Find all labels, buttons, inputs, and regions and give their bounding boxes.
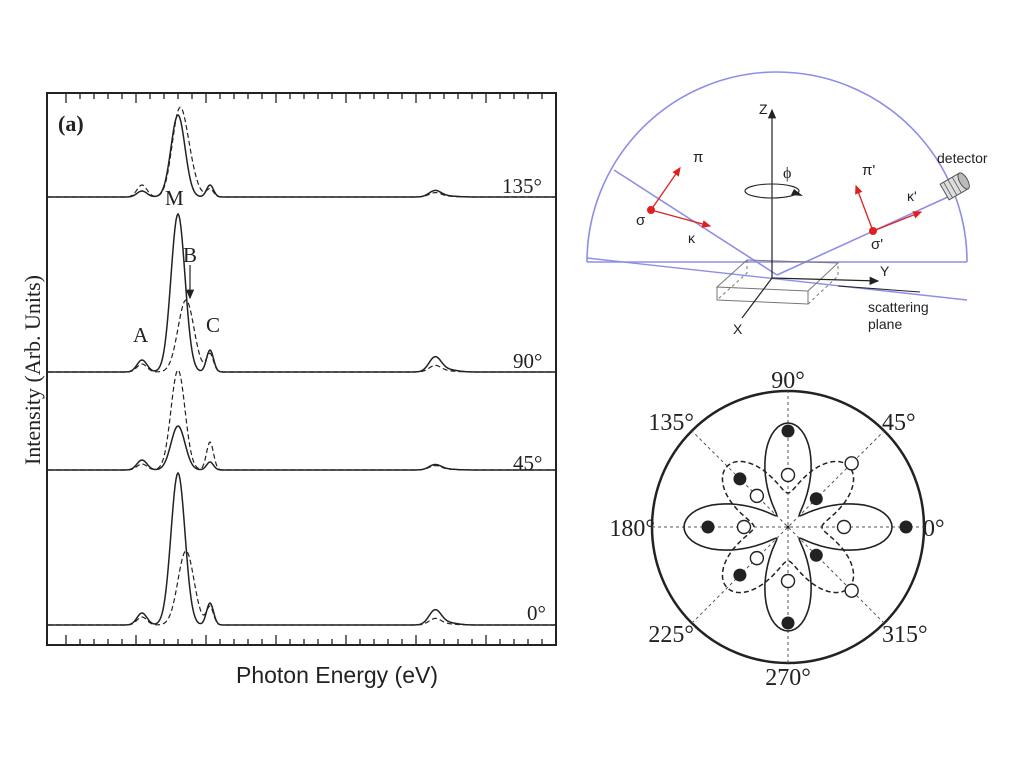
- pi-prime-label: π': [862, 162, 875, 179]
- polar-filled-dot: [809, 492, 823, 506]
- y-label: Y: [880, 263, 890, 279]
- kappa-prime-label: κ': [907, 188, 917, 204]
- polar-filled-dot: [899, 520, 913, 534]
- polar-angle-270: 270°: [765, 665, 811, 691]
- polar-open-dot: [736, 519, 752, 535]
- y-axis-label: Intensity (Arb. Units): [20, 275, 45, 465]
- polar-filled-dot: [781, 616, 795, 630]
- spectrum-1-dashed: [48, 299, 555, 373]
- peak-label-c: C: [206, 313, 220, 337]
- phi-label: ϕ: [783, 165, 791, 182]
- x-ticks: [65, 93, 543, 645]
- polar-open-dot: [844, 583, 859, 598]
- polar-center: [786, 525, 790, 529]
- polar-open-dot: [749, 550, 765, 566]
- kappa-prime-arrow: [872, 211, 923, 232]
- angle-label-0: 0°: [527, 601, 546, 625]
- x-axis-label: Photon Energy (eV): [236, 662, 438, 688]
- spectrum-0-dashed: [48, 106, 555, 198]
- spectrum-0-solid: [48, 114, 555, 198]
- scattering-plane-label-1: scattering: [868, 299, 929, 315]
- rotation-arrowhead: [791, 189, 803, 196]
- polar-filled-dot: [781, 424, 795, 438]
- peak-label-m: M: [165, 186, 184, 210]
- pi-arrow: [650, 166, 681, 211]
- polar-filled-dot: [809, 548, 823, 562]
- spectrum-3-dashed: [48, 550, 555, 626]
- polar-angle-90: 90°: [771, 368, 805, 394]
- polar-dashed-curve: [721, 460, 855, 594]
- polar-angle-45: 45°: [882, 410, 916, 436]
- peak-label-a: A: [133, 323, 149, 347]
- polar-angle-135: 135°: [648, 410, 694, 436]
- scattering-diagram: Z Y X scattering plane ϕ π σ κ π' σ' κ': [586, 71, 988, 337]
- pi-prime-arrow: [855, 184, 874, 232]
- y-axis-3d: [771, 276, 880, 285]
- polar-filled-dot: [733, 472, 747, 486]
- polar-angle-315: 315°: [882, 622, 928, 648]
- polar-curves: [683, 422, 893, 632]
- polar-dots: [701, 424, 913, 630]
- plot-frame: [46, 92, 557, 646]
- rotation-ellipse: [744, 183, 800, 199]
- angle-label-45: 45°: [513, 451, 542, 475]
- spectrum-2-solid: [48, 425, 555, 471]
- kappa-arrow: [650, 209, 712, 228]
- spectrum-1-solid: [48, 212, 555, 373]
- kappa-label: κ: [688, 230, 696, 246]
- polar-open-dot: [780, 573, 796, 589]
- panel-label: (a): [58, 111, 84, 136]
- baseline-to-plane: [586, 257, 968, 301]
- polar-angle-0: 0°: [923, 516, 945, 542]
- spectra-curves: [48, 106, 555, 626]
- spectrum-2-dashed: [48, 369, 555, 471]
- detector-label: detector: [937, 150, 988, 166]
- semicircle-arc: [586, 71, 968, 263]
- sigma-prime-label: σ': [871, 236, 883, 253]
- scattered-beam: [776, 195, 951, 276]
- z-label: Z: [759, 101, 768, 117]
- spectra-panel: (a) 135° 90° 45° 0° M B A C Photon Energ…: [20, 92, 557, 688]
- scattering-plane-label-2: plane: [868, 316, 902, 332]
- x-label: X: [733, 321, 743, 337]
- peak-label-b: B: [183, 243, 197, 267]
- polar-filled-dot: [733, 568, 747, 582]
- detector-icon: [939, 172, 970, 201]
- pi-label: π: [693, 149, 703, 166]
- x-axis-3d: [741, 277, 773, 319]
- angle-label-90: 90°: [513, 349, 542, 373]
- polar-plot: 90° 45° 135° 180° 0° 225° 315° 270°: [609, 368, 944, 691]
- sample: [715, 259, 840, 305]
- spectrum-3-solid: [48, 471, 555, 626]
- polar-angle-225: 225°: [648, 622, 694, 648]
- angle-label-135: 135°: [502, 174, 542, 198]
- sigma-label: σ: [636, 212, 646, 229]
- polar-angle-180: 180°: [609, 516, 655, 542]
- polar-filled-dot: [701, 520, 715, 534]
- polar-open-dot: [836, 519, 852, 535]
- polar-open-dot: [844, 456, 859, 471]
- polar-open-dot: [780, 467, 796, 483]
- scattering-plane-pointer: [837, 285, 921, 293]
- polar-open-dot: [749, 488, 765, 504]
- polar-solid-curve: [683, 422, 893, 632]
